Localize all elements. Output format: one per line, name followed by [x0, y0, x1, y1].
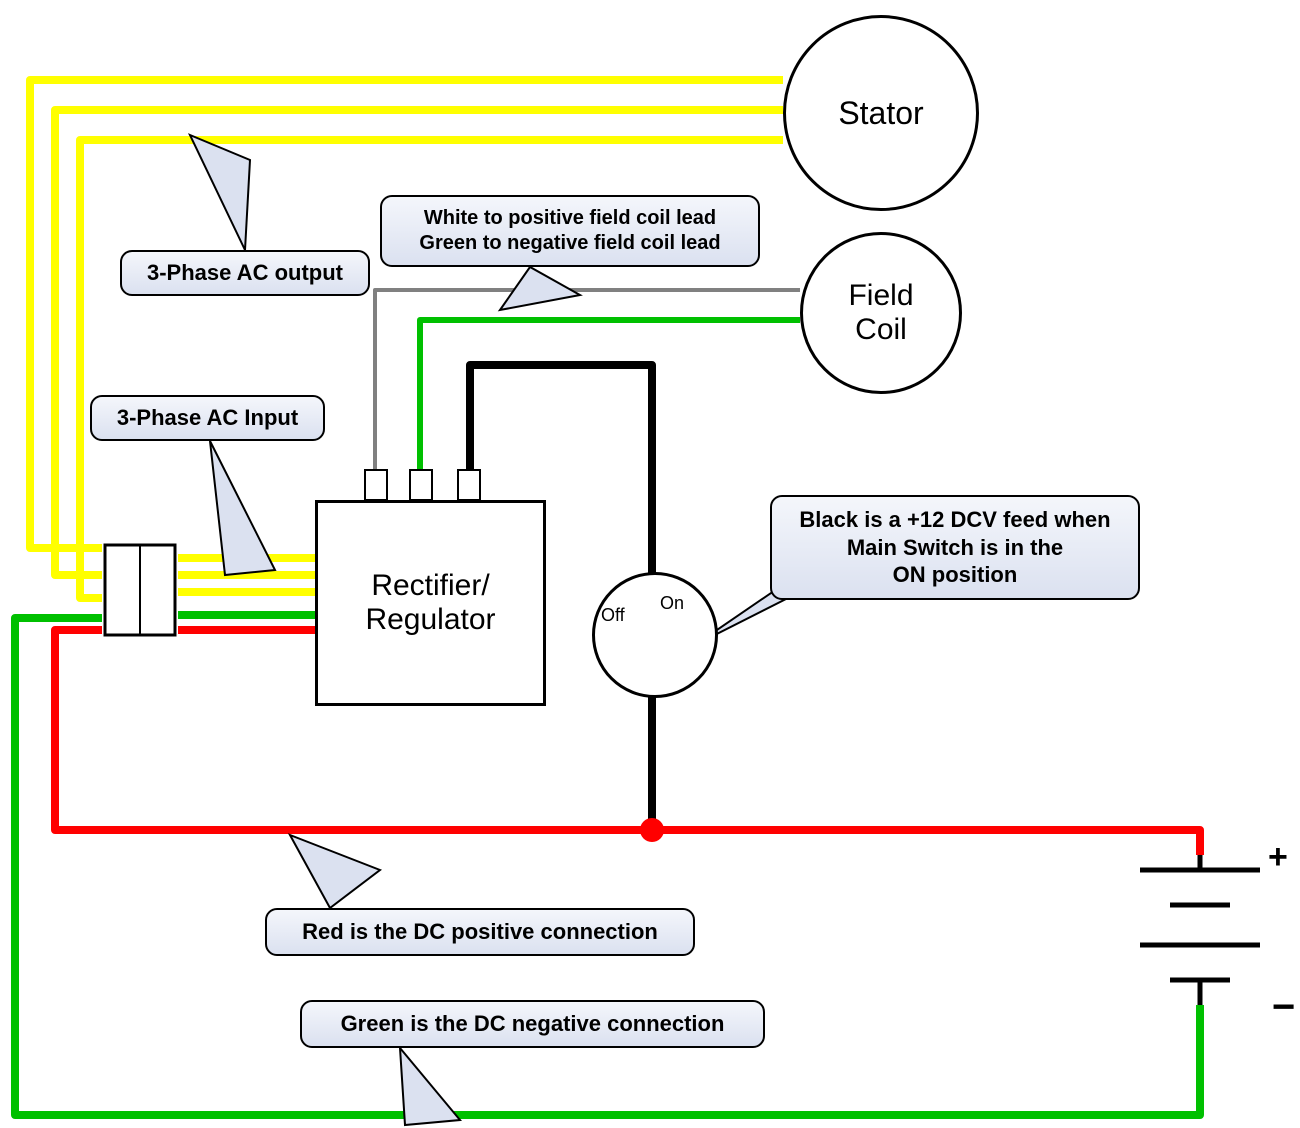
stator-label: Stator — [838, 95, 923, 132]
switch-off-label: Off — [601, 605, 625, 626]
callout-pointer-ac_output — [190, 135, 250, 250]
main-switch — [592, 572, 718, 698]
junction — [640, 818, 664, 842]
field-coil-label: Field Coil — [848, 279, 913, 347]
stator: Stator — [783, 15, 979, 211]
battery-minus: − — [1272, 985, 1295, 1030]
callout-red-dc-pos: Red is the DC positive connection — [265, 908, 695, 956]
switch-on-label: On — [660, 593, 684, 614]
battery-plus: + — [1268, 838, 1288, 877]
callout-black-feed: Black is a +12 DCV feed when Main Switch… — [770, 495, 1140, 600]
callout-ac-input: 3-Phase AC Input — [90, 395, 325, 441]
battery-symbol — [1140, 855, 1260, 1005]
callout-pointer-green_dc_neg — [400, 1048, 460, 1125]
callout-field-leads: White to positive field coil lead Green … — [380, 195, 760, 267]
callout-pointer-red_dc_pos — [290, 835, 380, 908]
rectifier-label: Rectifier/ Regulator — [365, 569, 495, 637]
wiring-diagram: Stator Field Coil Rectifier/ Regulator O… — [0, 0, 1300, 1128]
callout-ac-output: 3-Phase AC output — [120, 250, 370, 296]
connector-block — [105, 545, 175, 635]
rectifier-terminals — [365, 470, 480, 500]
callout-green-dc-neg: Green is the DC negative connection — [300, 1000, 765, 1048]
wire-yellow-1 — [30, 80, 783, 548]
field-coil: Field Coil — [800, 232, 962, 394]
rectifier-regulator: Rectifier/ Regulator — [315, 500, 546, 706]
